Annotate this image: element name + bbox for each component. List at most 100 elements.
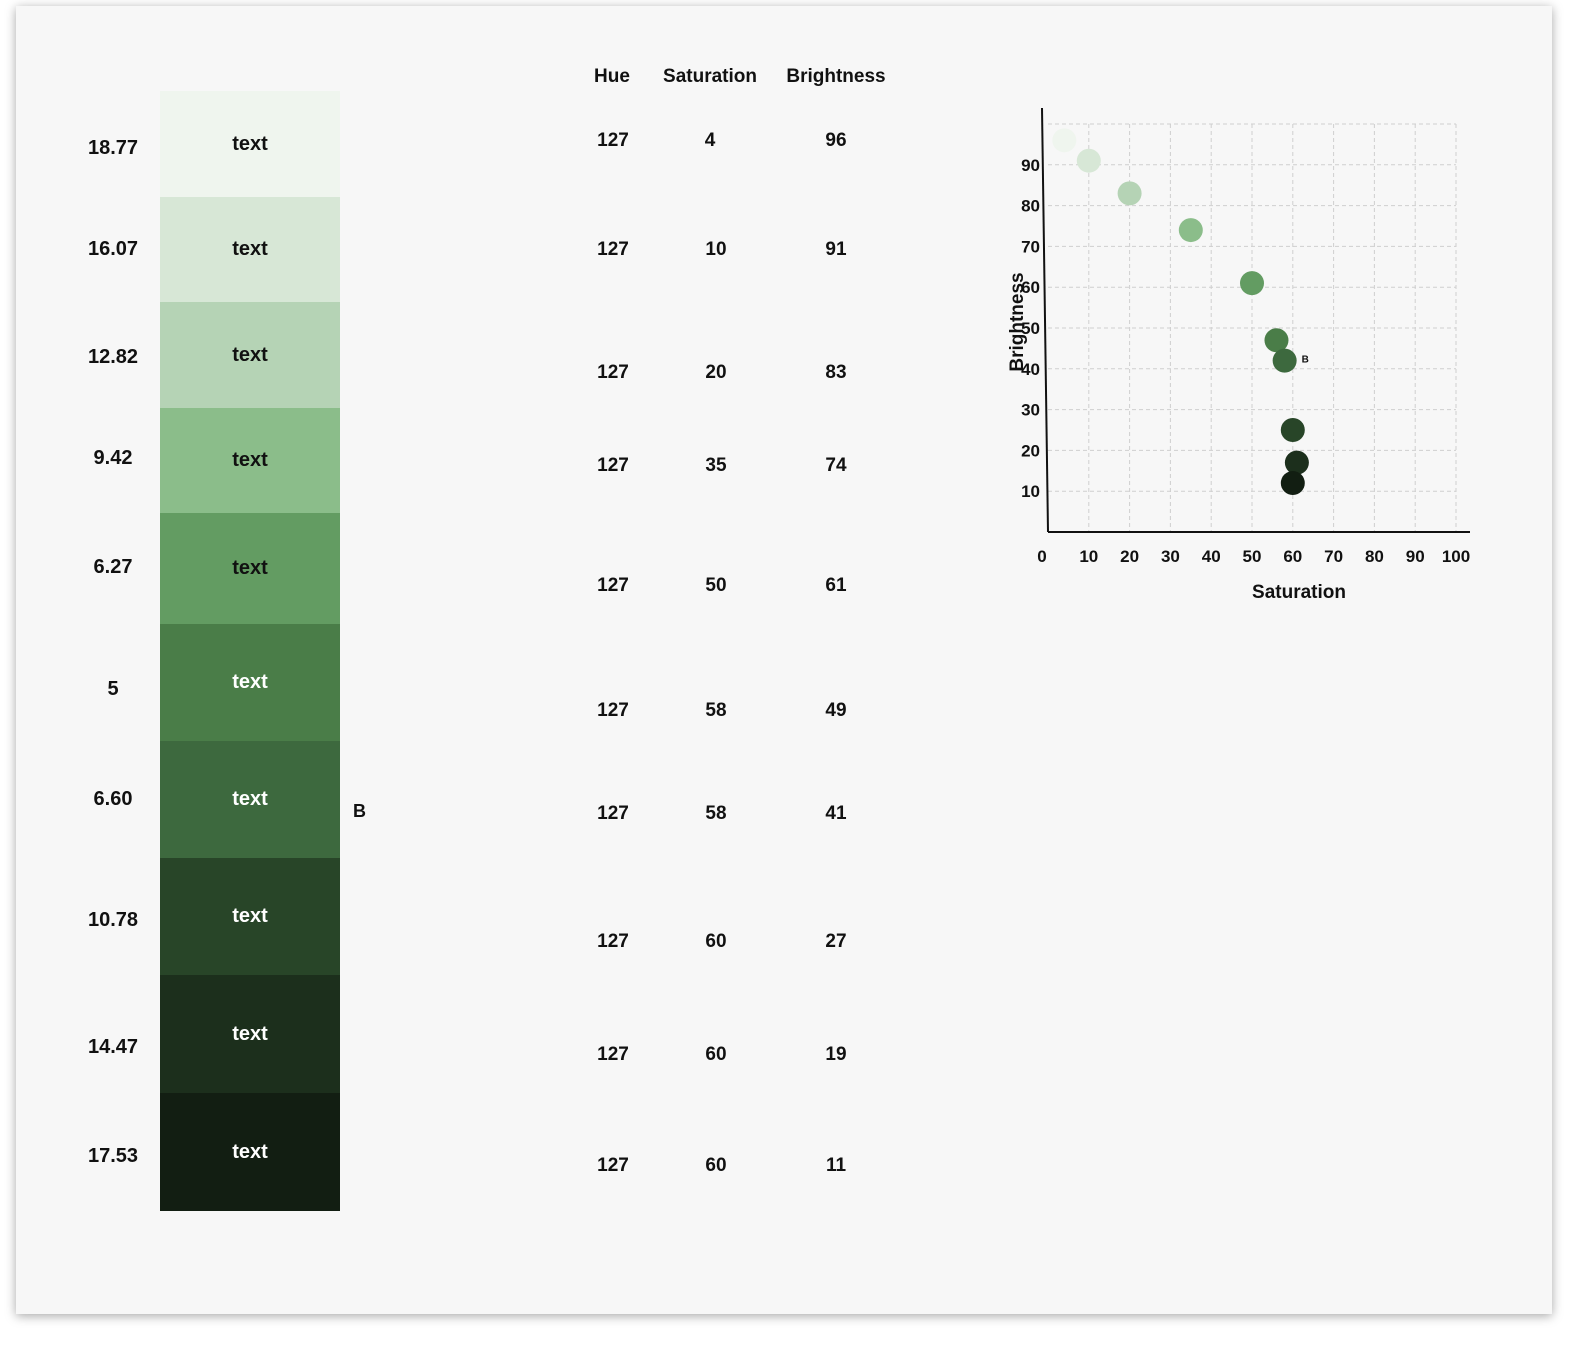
y-tick-label: 70: [1021, 237, 1040, 256]
swatch-sample-text: text: [232, 1140, 268, 1163]
table-cell: 60: [705, 931, 727, 952]
table-cell: 10: [705, 239, 727, 260]
swatch-column: 18.77 text 16.07 text 12.82 text 9.42 text 6.27 t…: [16, 6, 616, 1314]
color-swatch: text: [160, 408, 340, 513]
color-swatch: text: [160, 302, 340, 408]
table-cell: 127: [597, 575, 629, 596]
x-tick-label: 0: [1037, 547, 1046, 566]
x-tick-label: 90: [1406, 547, 1425, 566]
chart-grid: [1048, 123, 1457, 532]
table-cell: 127: [597, 931, 629, 952]
y-tick-label: 80: [1021, 197, 1040, 216]
x-tick-label: 60: [1283, 547, 1302, 566]
table-cell: 60: [705, 1155, 727, 1176]
data-point: [1264, 328, 1289, 353]
data-point: [1117, 181, 1142, 206]
table-cell: 127: [597, 239, 629, 260]
table-cell: 35: [705, 455, 727, 476]
table-cell: 60: [705, 1044, 727, 1065]
table-cell: 58: [705, 803, 727, 824]
y-tick-label: 40: [1021, 360, 1040, 379]
x-tick-label: 30: [1161, 547, 1180, 566]
swatch-marker-b: B: [353, 801, 366, 821]
table-cell: 127: [597, 803, 629, 824]
table-cell: 127: [597, 455, 629, 476]
color-scale-card: 18.77 text 16.07 text 12.82 text 9.42 text 6.27 t…: [16, 6, 1552, 1314]
contrast-value: 10.78: [87, 909, 139, 931]
table-cell: 127: [597, 362, 629, 383]
swatch-sample-text: text: [232, 449, 268, 471]
table-cell: 50: [705, 575, 727, 596]
table-cell: 127: [597, 130, 629, 151]
color-swatch: text: [160, 1093, 340, 1211]
data-point: [1272, 348, 1297, 373]
x-tick-label: 40: [1202, 547, 1221, 566]
swatch-sample-text: text: [232, 671, 268, 693]
y-tick-label: 90: [1021, 156, 1040, 175]
y-axis-line: [1041, 107, 1049, 533]
table-cell: 74: [825, 455, 847, 476]
chart-ticks: 0 10 20 30 40 50 60 70 80 90 100 10 20 30 40 50 60 70 80 90: [1021, 156, 1470, 566]
data-point: [1052, 128, 1077, 153]
chart-points: B: [1052, 128, 1309, 496]
y-tick-label: 50: [1021, 319, 1040, 338]
table-cell: 49: [825, 700, 847, 721]
y-axis-label: Brightness: [1007, 272, 1028, 371]
contrast-value: 14.47: [87, 1036, 139, 1058]
swatch-sample-text: text: [232, 788, 268, 810]
color-swatch: text: [160, 513, 340, 624]
color-swatch: text: [160, 197, 340, 302]
table-cell: 96: [825, 130, 847, 151]
x-tick-label: 80: [1365, 547, 1384, 566]
column-header-saturation: Saturation: [663, 66, 757, 87]
table-cell: 19: [825, 1044, 847, 1065]
swatch-sample-text: text: [232, 905, 268, 927]
data-point-label: B: [1302, 355, 1309, 366]
contrast-value: 12.82: [87, 346, 139, 368]
data-point: [1284, 450, 1309, 475]
saturation-brightness-scatter: 0 10 20 30 40 50 60 70 80 90 100 10 20 30 40 50 60 70 80 90…: [1007, 107, 1470, 603]
table-cell: 127: [597, 1155, 629, 1176]
x-tick-label: 70: [1324, 547, 1343, 566]
hsb-table: Hue Saturation Brightness 127 4 96 127 10 91 127 2…: [16, 6, 1016, 1314]
contrast-value: 9.42: [93, 447, 133, 469]
table-cell: 4: [704, 130, 716, 151]
y-tick-label: 60: [1021, 278, 1040, 297]
data-point: [1240, 271, 1264, 296]
data-point: [1280, 471, 1305, 496]
table-cell: 127: [597, 700, 629, 721]
swatch-sample-text: text: [232, 343, 268, 366]
data-point: [1178, 218, 1203, 243]
swatch-sample-text: text: [232, 238, 268, 260]
x-tick-label: 20: [1120, 547, 1139, 566]
contrast-value: 18.77: [87, 137, 139, 159]
swatch-sample-text: text: [232, 557, 268, 579]
contrast-value: 17.53: [87, 1145, 139, 1167]
table-cell: 61: [825, 575, 847, 596]
data-point: [1076, 148, 1101, 173]
contrast-value: 5: [107, 678, 119, 700]
table-cell: 27: [825, 931, 847, 952]
color-swatch: text: [160, 91, 340, 197]
contrast-value: 6.27: [93, 556, 133, 578]
table-cell: 91: [825, 239, 847, 260]
y-tick-label: 30: [1021, 401, 1040, 420]
color-swatch: text: [160, 858, 340, 975]
data-point: [1280, 418, 1305, 442]
color-swatch: text: [160, 975, 340, 1093]
table-cell: 20: [705, 362, 727, 383]
swatch-sample-text: text: [232, 132, 268, 155]
table-cell: 11: [825, 1155, 847, 1176]
x-tick-label: 100: [1442, 547, 1470, 566]
column-header-hue: Hue: [594, 66, 630, 87]
x-tick-label: 50: [1243, 547, 1262, 566]
color-swatch: text: [160, 624, 340, 741]
chart-axes: [1041, 107, 1470, 533]
table-cell: 127: [597, 1044, 629, 1065]
y-tick-label: 20: [1021, 441, 1040, 460]
x-axis-label: Saturation: [1252, 582, 1346, 603]
table-cell: 83: [825, 362, 847, 383]
swatch-sample-text: text: [232, 1022, 268, 1045]
x-tick-label: 10: [1079, 547, 1098, 566]
column-header-brightness: Brightness: [786, 66, 886, 87]
